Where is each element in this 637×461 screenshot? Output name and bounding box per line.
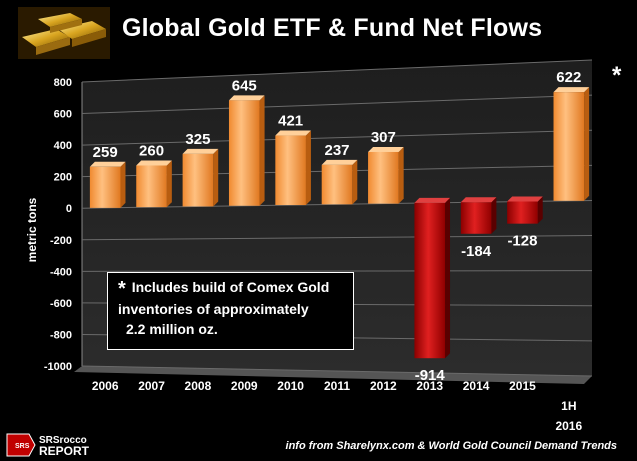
x-tick-label: 2012 — [370, 379, 397, 393]
data-label: -184 — [461, 243, 492, 260]
bar-side — [166, 160, 172, 208]
bar — [136, 165, 167, 208]
gridline — [81, 235, 593, 241]
footnote-star: * — [612, 62, 622, 89]
note-line-3: 2.2 million oz. — [126, 321, 218, 337]
data-label: 260 — [139, 143, 164, 160]
note-line-2: inventories of approximately — [118, 301, 309, 317]
bar — [321, 164, 353, 205]
gridline — [81, 59, 593, 83]
bar — [414, 202, 446, 359]
y-tick-label: 600 — [54, 109, 72, 121]
x-tick-label: 2006 — [92, 379, 119, 393]
data-label: -128 — [507, 233, 537, 250]
bar-2010 — [275, 130, 311, 206]
gridline — [81, 94, 593, 115]
note-star: * — [118, 278, 126, 300]
bar — [228, 100, 260, 206]
y-tick-label: -800 — [50, 329, 72, 341]
bar-side — [259, 95, 265, 206]
bar-top — [275, 130, 311, 136]
bar-2011 — [321, 159, 358, 205]
bar — [89, 166, 121, 208]
y-axis-label: metric tons — [25, 197, 39, 262]
data-label: 645 — [232, 77, 257, 94]
y-tick-label: 800 — [54, 77, 72, 89]
bar-side — [445, 197, 451, 359]
plot-floor — [74, 366, 592, 384]
gridline — [81, 129, 593, 146]
bar-2008 — [182, 148, 219, 207]
bar-side — [213, 148, 219, 207]
bar-2013 — [414, 197, 451, 359]
data-label: 622 — [556, 69, 581, 86]
data-label: 259 — [93, 144, 118, 161]
gridline — [81, 365, 593, 377]
bar-side — [352, 159, 358, 205]
y-tick-label: 0 — [66, 203, 72, 215]
y-tick-label: -200 — [50, 235, 72, 247]
bar — [507, 201, 538, 224]
bar-top — [228, 95, 265, 101]
bar — [275, 135, 306, 206]
bar — [553, 92, 585, 201]
x-tick-label: 2015 — [509, 379, 536, 393]
bar-top — [368, 146, 404, 152]
logo-bottom-text: REPORT — [39, 444, 90, 458]
srsrocco-report-logo: SRS SRSrocco REPORT — [5, 432, 119, 458]
logo-top-text: SRSrocco — [39, 435, 87, 446]
gridline — [81, 270, 593, 272]
bar-2014 — [460, 197, 497, 234]
svg-text:SRS: SRS — [15, 443, 30, 450]
data-label: 421 — [278, 113, 303, 130]
bar-top — [182, 148, 219, 154]
bar-top — [553, 87, 590, 93]
data-label: 307 — [371, 129, 396, 146]
note-box: * Includes build of Comex Gold inventori… — [107, 272, 354, 350]
bar-top — [460, 197, 497, 203]
bar-top — [507, 196, 543, 202]
data-label: 325 — [185, 131, 210, 148]
y-tick-label: -600 — [50, 298, 72, 310]
bar-2009 — [228, 95, 265, 206]
bar-top — [414, 197, 451, 203]
bar-1h-2016 — [553, 87, 590, 201]
bar-side — [398, 146, 404, 204]
chart-title: Global Gold ETF & Fund Net Flows — [122, 14, 543, 42]
x-tick-label: 2008 — [185, 379, 212, 393]
bar-side — [584, 87, 590, 201]
bar-top — [89, 161, 126, 167]
bar-2007 — [136, 160, 172, 208]
bar-side — [305, 130, 311, 206]
bar-top — [136, 160, 172, 166]
x-tick-label: 2009 — [231, 379, 258, 393]
y-tick-label: 200 — [54, 172, 72, 184]
bar — [182, 153, 214, 207]
y-tick-label: -1000 — [44, 361, 72, 373]
source-note: info from Sharelynx.com & World Gold Cou… — [285, 440, 617, 452]
data-label: 237 — [324, 142, 349, 159]
data-label: -914 — [415, 367, 446, 384]
bar-side — [537, 196, 543, 224]
y-tick-label: 400 — [54, 140, 72, 152]
bar-2012 — [368, 146, 404, 204]
x-tick-label: 1H 2016 — [555, 399, 582, 433]
bar-2015 — [507, 196, 543, 224]
bar-top — [321, 159, 358, 165]
x-tick-label: 2010 — [277, 379, 304, 393]
bar-side — [491, 197, 497, 234]
bar — [460, 202, 492, 234]
gold-bars-icon — [18, 7, 110, 59]
bar — [368, 151, 399, 204]
bar-2006 — [89, 161, 126, 208]
x-tick-label: 2013 — [416, 379, 443, 393]
y-tick-label: -400 — [50, 266, 72, 278]
x-tick-label: 2011 — [324, 379, 350, 393]
x-tick-label: 2007 — [138, 379, 165, 393]
bar-side — [120, 161, 126, 208]
note-line-1: * Includes build of Comex Gold — [118, 278, 330, 300]
x-tick-label: 2014 — [463, 379, 490, 393]
